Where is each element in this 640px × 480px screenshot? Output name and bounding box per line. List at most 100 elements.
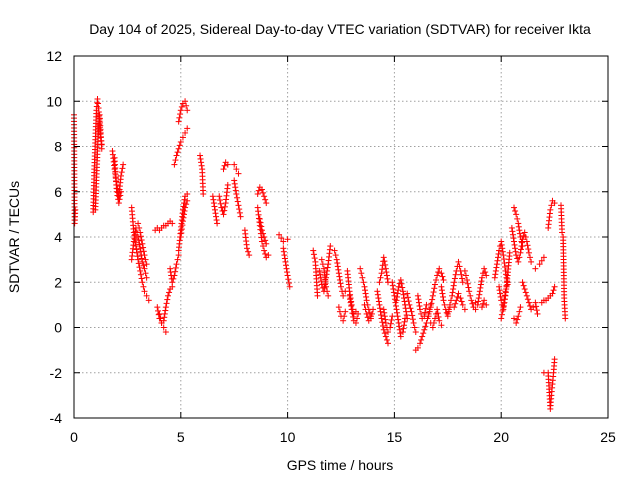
y-tick-label: 4: [54, 229, 62, 245]
data-point: [183, 102, 190, 109]
data-point: [496, 283, 503, 290]
data-point: [181, 196, 188, 203]
data-point: [384, 275, 391, 282]
data-point: [143, 261, 150, 268]
data-point: [449, 289, 456, 296]
data-point: [448, 297, 455, 304]
data-point: [452, 271, 459, 278]
data-point: [182, 129, 189, 136]
data-point: [393, 306, 400, 313]
data-point: [377, 308, 384, 315]
data-point: [347, 296, 354, 303]
data-point: [438, 322, 445, 329]
data-point: [440, 276, 447, 283]
data-point: [361, 283, 368, 290]
data-point: [517, 246, 524, 253]
data-point: [258, 223, 265, 230]
data-point: [137, 267, 144, 274]
data-point: [134, 253, 141, 260]
data-point: [217, 200, 224, 207]
data-point: [501, 292, 508, 299]
x-tick-label: 20: [493, 429, 509, 445]
data-point: [314, 292, 321, 299]
data-point: [140, 262, 147, 269]
data-point: [232, 187, 239, 194]
data-point: [389, 279, 396, 286]
data-point: [181, 207, 188, 214]
data-point: [376, 301, 383, 308]
data-point: [333, 256, 340, 263]
data-point: [395, 316, 402, 323]
data-point: [533, 307, 540, 314]
data-point: [514, 316, 521, 323]
data-point: [381, 330, 388, 337]
data-point: [280, 245, 287, 252]
data-point: [477, 281, 484, 288]
data-point: [164, 292, 171, 299]
data-point: [516, 308, 523, 315]
data-point: [197, 152, 204, 159]
data-point: [382, 319, 389, 326]
data-point: [499, 248, 506, 255]
y-tick-label: 8: [54, 139, 62, 155]
data-point: [176, 114, 183, 121]
data-point: [162, 329, 169, 336]
data-point: [393, 303, 400, 310]
data-point: [514, 215, 521, 222]
data-point: [516, 227, 523, 234]
data-point: [310, 251, 317, 258]
y-axis-label: SDTVAR / TECUs: [6, 181, 22, 293]
data-point: [388, 316, 395, 323]
data-point: [458, 271, 465, 278]
data-point: [429, 296, 436, 303]
data-point: [334, 263, 341, 270]
data-point: [161, 310, 168, 317]
data-point: [399, 329, 406, 336]
data-point: [137, 233, 144, 240]
data-point: [450, 286, 457, 293]
data-point: [178, 230, 185, 237]
data-point: [179, 134, 186, 141]
data-point: [163, 300, 170, 307]
data-point: [140, 248, 147, 255]
data-point: [511, 315, 518, 322]
x-tick-labels: 0 5 10 15 20 25: [70, 429, 616, 445]
data-point: [415, 299, 422, 306]
data-point: [540, 254, 547, 261]
data-point: [368, 310, 375, 317]
data-point: [401, 318, 408, 325]
data-point: [455, 258, 462, 265]
data-point: [452, 300, 459, 307]
data-point: [350, 313, 357, 320]
data-point: [166, 289, 173, 296]
data-point: [422, 305, 429, 312]
data-point: [512, 245, 519, 252]
data-point: [363, 310, 370, 317]
data-point: [451, 304, 458, 311]
data-point: [156, 310, 163, 317]
data-point: [384, 340, 391, 347]
data-point: [418, 310, 425, 317]
data-point: [433, 276, 440, 283]
data-point: [340, 292, 347, 299]
data-point: [536, 261, 543, 268]
data-point: [475, 298, 482, 305]
data-point: [508, 224, 515, 231]
data-point: [363, 293, 370, 300]
data-point: [179, 218, 186, 225]
data-point: [394, 290, 401, 297]
data-point: [175, 145, 182, 152]
data-point: [519, 239, 526, 246]
data-point: [234, 194, 241, 201]
data-point: [427, 304, 434, 311]
data-point: [403, 308, 410, 315]
data-point: [278, 235, 285, 242]
data-point: [139, 240, 146, 247]
data-point: [491, 274, 498, 281]
data-point: [284, 269, 291, 276]
data-point: [286, 283, 293, 290]
data-point: [439, 293, 446, 300]
data-point: [395, 319, 402, 326]
data-point: [406, 301, 413, 308]
data-point: [409, 316, 416, 323]
